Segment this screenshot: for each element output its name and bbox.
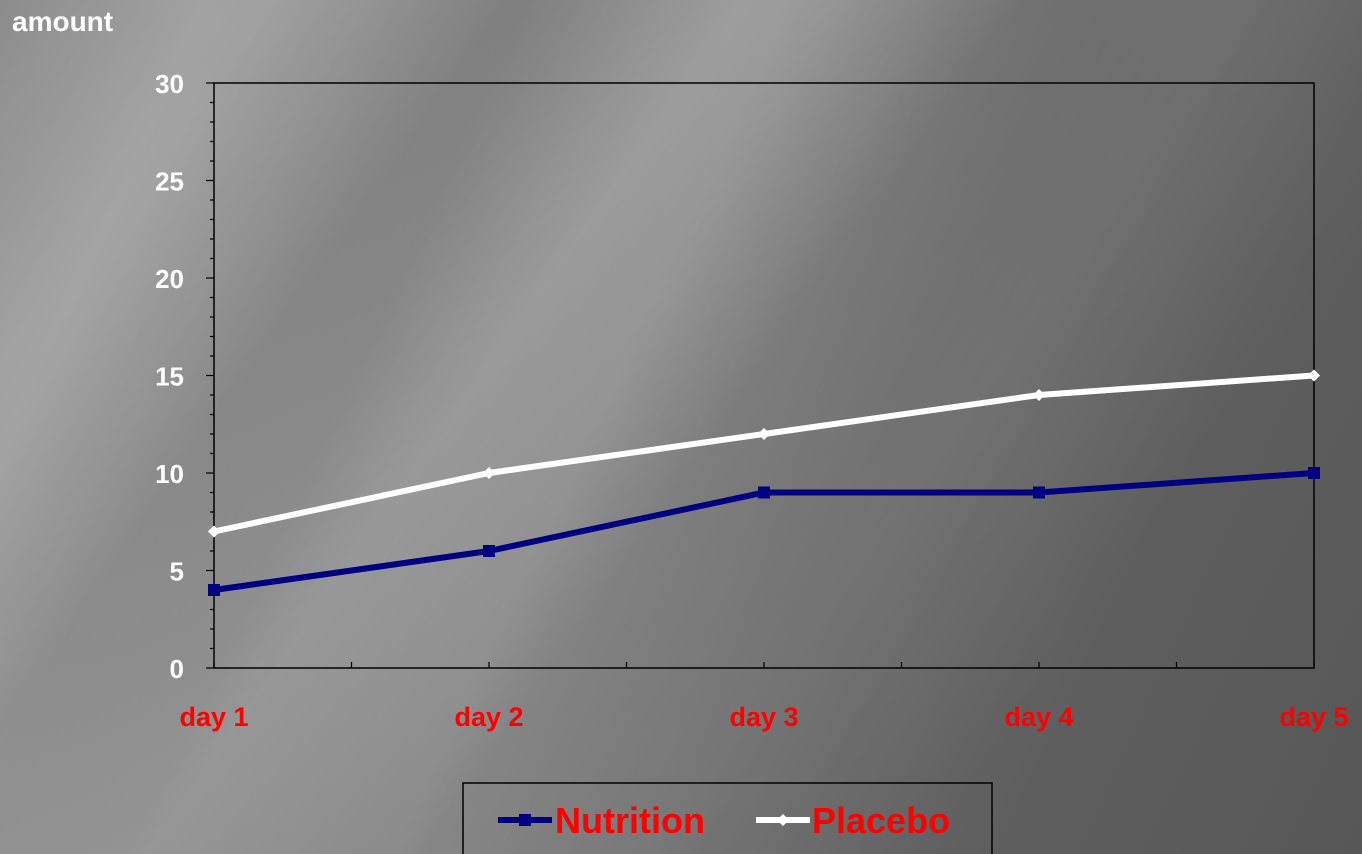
y-tick-label: 25 [155,167,184,197]
axis-ticks [206,82,1315,669]
legend: Nutrition Placebo [462,782,993,854]
legend-marker [519,814,531,826]
data-point [1033,389,1045,401]
y-axis-label: amount [12,6,113,37]
x-tick-labels: day 1 day 2 day 3 day 4 day 5 [179,702,1348,732]
data-point [758,486,770,499]
data-point [208,525,220,538]
legend-item-nutrition: Nutrition [498,800,705,841]
data-point [208,584,220,596]
y-tick-label: 0 [170,654,184,684]
data-point [1308,467,1320,479]
data-point [758,428,770,440]
data-point [1033,486,1045,499]
x-tick-label: day 5 [1279,702,1348,732]
legend-label: Nutrition [555,800,705,841]
data-point [1308,369,1320,382]
legend-box [462,782,993,854]
y-tick-label: 30 [155,69,184,99]
y-tick-label: 5 [170,557,184,587]
series-line [213,372,1315,535]
y-tick-label: 20 [155,264,184,294]
series-placebo [208,369,1320,538]
series-layer [208,369,1320,596]
data-point [483,467,495,479]
x-tick-label: day 2 [454,702,523,732]
x-tick-label: day 3 [729,702,798,732]
legend-label: Placebo [812,800,950,841]
plot-area [213,82,1315,669]
x-tick-label: day 4 [1004,702,1073,732]
y-tick-label: 10 [155,459,184,489]
legend-item-placebo: Placebo [756,800,950,841]
legend-marker [777,814,789,826]
y-tick-labels: 0 5 10 15 20 25 30 [155,69,184,684]
x-tick-label: day 1 [179,702,248,732]
series-nutrition [208,467,1320,596]
data-point [483,545,495,557]
y-tick-label: 15 [155,362,184,392]
